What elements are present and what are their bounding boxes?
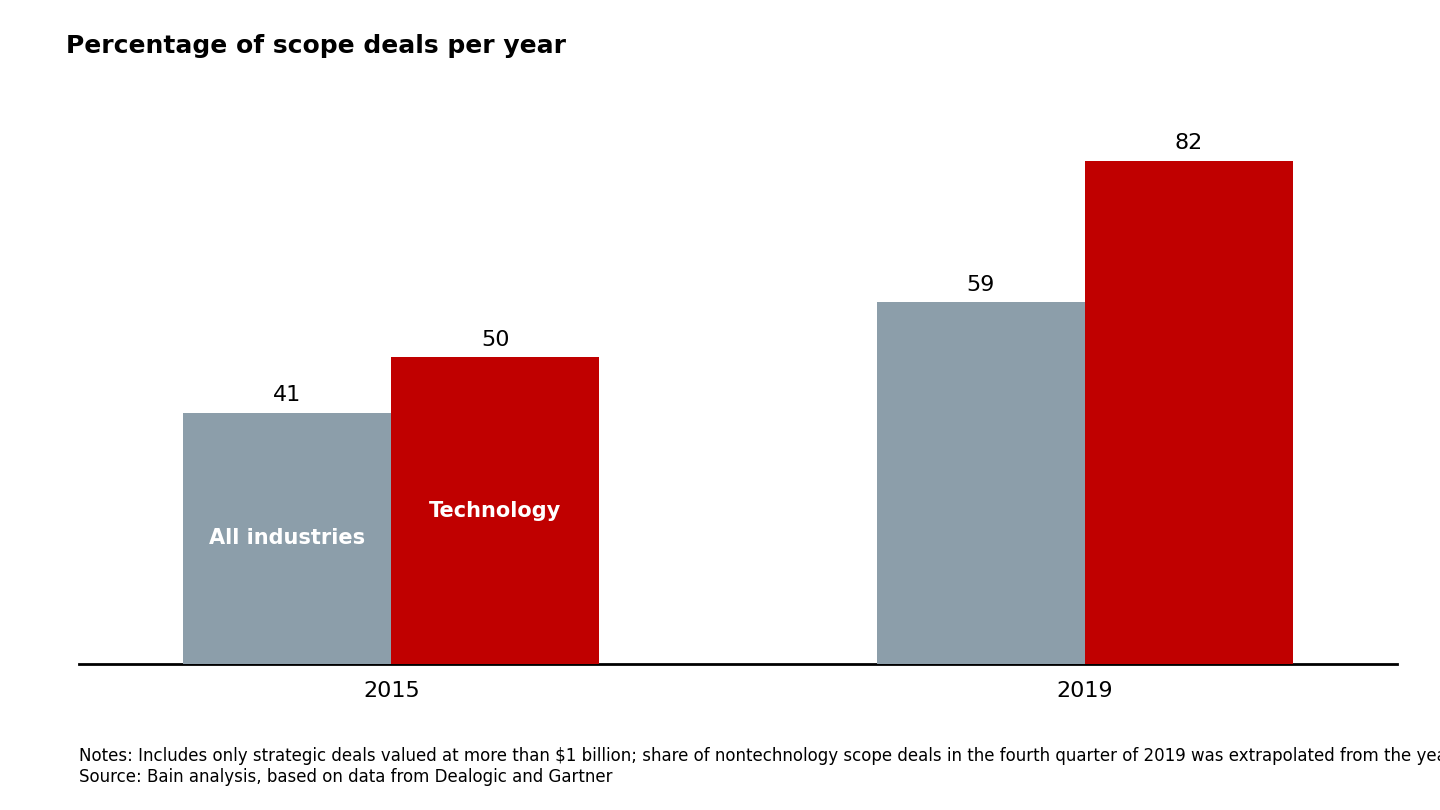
Text: Notes: Includes only strategic deals valued at more than $1 billion; share of no: Notes: Includes only strategic deals val…: [79, 747, 1440, 786]
Text: All industries: All industries: [209, 528, 366, 548]
Bar: [877, 302, 1084, 664]
Text: 41: 41: [274, 385, 301, 405]
Text: 59: 59: [966, 275, 995, 295]
Bar: [1084, 161, 1293, 664]
Bar: [392, 357, 599, 664]
Bar: [183, 412, 392, 664]
Text: 82: 82: [1175, 134, 1202, 153]
Text: 50: 50: [481, 330, 510, 350]
Text: Percentage of scope deals per year: Percentage of scope deals per year: [66, 34, 566, 58]
Text: Technology: Technology: [429, 501, 562, 521]
